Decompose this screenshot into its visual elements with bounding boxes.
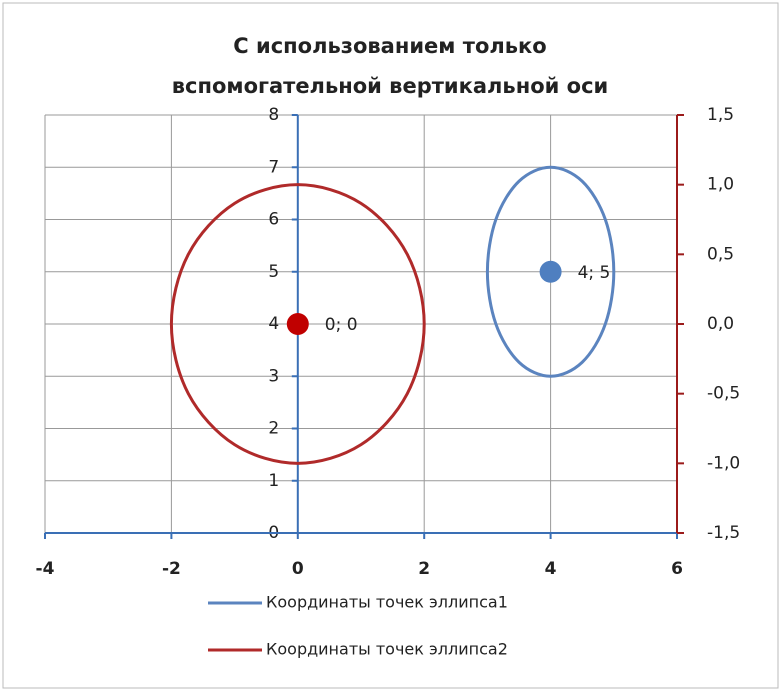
data-label: 4; 5 — [578, 263, 611, 283]
legend-label: Координаты точек эллипса1 — [266, 593, 508, 612]
data-label: 0; 0 — [325, 315, 358, 335]
x-tick-label: 6 — [671, 559, 683, 579]
y-tick-label: 7 — [268, 157, 279, 177]
y2-tick-label: 1,5 — [707, 105, 734, 125]
x-tick-label: 2 — [418, 559, 430, 579]
y2-tick-label: 0,5 — [707, 244, 734, 264]
y2-tick-label: 1,0 — [707, 175, 734, 195]
y2-tick-label: -1,0 — [707, 453, 740, 473]
chart-title: С использованием только — [233, 34, 546, 58]
y-tick-label: 1 — [268, 471, 279, 491]
y-tick-label: 3 — [268, 366, 279, 386]
y-tick-label: 4 — [268, 314, 279, 334]
x-tick-label: -2 — [162, 559, 181, 579]
series-line — [169, 183, 426, 465]
data-point — [539, 260, 562, 283]
y2-tick-label: -0,5 — [707, 384, 740, 404]
x-tick-label: 4 — [545, 559, 557, 579]
y-tick-label: 5 — [268, 262, 279, 282]
y-tick-label: 6 — [268, 210, 279, 230]
legend-label: Координаты точек эллипса2 — [266, 640, 508, 659]
y-tick-label: 2 — [268, 419, 279, 439]
x-tick-label: -4 — [36, 559, 55, 579]
series-line — [485, 165, 616, 378]
y2-tick-label: -1,5 — [707, 523, 740, 543]
chart-title: вспомогательной вертикальной оси — [172, 74, 609, 98]
y2-tick-label: 0,0 — [707, 314, 734, 334]
y-tick-label: 8 — [268, 105, 279, 125]
x-tick-label: 0 — [292, 559, 304, 579]
data-point — [286, 313, 309, 335]
